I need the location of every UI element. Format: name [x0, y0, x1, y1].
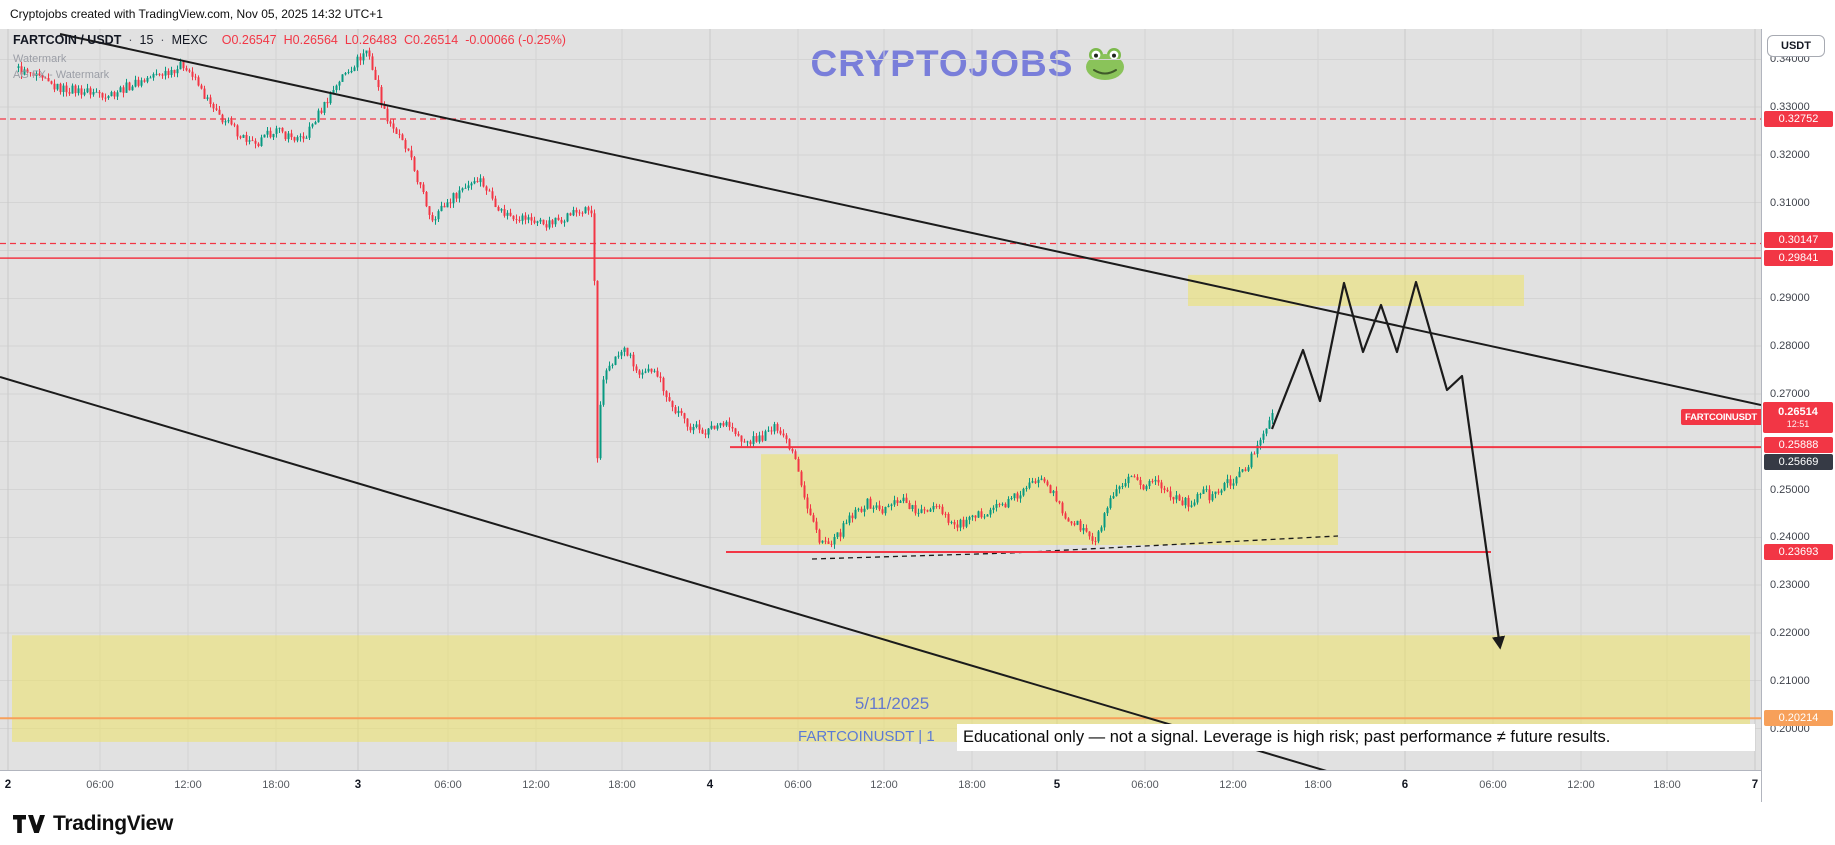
- time-axis-label: 06:00: [784, 779, 812, 791]
- time-axis-label: 18:00: [958, 779, 986, 791]
- legend-ohlc-value: -0.00066 (-0.25%): [465, 33, 566, 47]
- price-scale-label: 0.24000: [1770, 531, 1810, 543]
- time-axis-label: 06:00: [86, 779, 114, 791]
- time-scale[interactable]: 2 06:00 12:00 18:00 3 06:00 12:00 18:00 4 06:00 12…: [0, 770, 1761, 802]
- price-badge: 0.29841: [1764, 250, 1833, 266]
- price-scale-label: 0.28000: [1770, 340, 1810, 352]
- price-badge: 0.25669: [1764, 454, 1833, 470]
- legend-ohlc: O0.26547 H0.26564 L0.26483 C0.26514 -0.00066…: [215, 33, 566, 47]
- chart-plot[interactable]: [0, 29, 1761, 770]
- time-axis-label: 4: [706, 779, 714, 791]
- price-scale-label: 0.22000: [1770, 627, 1810, 639]
- footer-bar: TradingView: [0, 802, 1835, 845]
- price-scale-label: 0.25000: [1770, 484, 1810, 496]
- time-axis-label: 06:00: [434, 779, 462, 791]
- watermark-line-1: Watermark: [13, 53, 67, 65]
- legend-ohlc-value: C0.26514: [404, 33, 459, 47]
- center-watermark: CRYPTOJOBS: [638, 38, 1298, 90]
- projection-path[interactable]: [1270, 280, 1506, 650]
- time-axis-label: 06:00: [1131, 779, 1159, 791]
- attribution-text: Cryptojobs created with TradingView.com,…: [10, 7, 383, 21]
- time-axis-label: 18:00: [1304, 779, 1332, 791]
- currency-toggle-button[interactable]: USDT: [1767, 35, 1825, 57]
- price-badge: 0.23693: [1764, 544, 1833, 560]
- trendline-1[interactable]: [59, 33, 1761, 406]
- price-badge: 0.32752: [1764, 111, 1833, 127]
- time-axis-label: 7: [1751, 779, 1759, 791]
- tradingview-logo-icon[interactable]: [13, 814, 45, 833]
- symbol-caption-clipped[interactable]: FARTCOINUSDT | 1: [798, 728, 935, 745]
- legend-symbol: FARTCOIN / USDT: [13, 33, 122, 47]
- time-axis-label: 06:00: [1479, 779, 1507, 791]
- legend-ohlc-value: O0.26547: [221, 33, 277, 47]
- time-axis-label: 2: [4, 779, 12, 791]
- price-scale-label: 0.29000: [1770, 292, 1810, 304]
- symbol-price-label: FARTCOINUSDT: [1681, 409, 1761, 425]
- time-axis-label: 12:00: [1567, 779, 1595, 791]
- time-axis-label: 12:00: [522, 779, 550, 791]
- current-price-badge: 0.26514 12:51: [1763, 402, 1833, 433]
- frog-emoji-icon: [1086, 48, 1125, 80]
- legend-separator: ·: [160, 33, 165, 47]
- date-annotation[interactable]: 5/11/2025: [854, 694, 930, 713]
- attribution-bar: Cryptojobs created with TradingView.com,…: [0, 0, 1835, 29]
- time-axis-label: 12:00: [870, 779, 898, 791]
- time-axis-label: 18:00: [608, 779, 636, 791]
- time-axis-label: 5: [1053, 779, 1061, 791]
- time-axis-label: 3: [354, 779, 362, 791]
- watermark-title: CRYPTOJOBS: [810, 43, 1074, 84]
- watermark-line-2: AG FX - Watermark: [13, 69, 110, 81]
- time-axis-label: 18:00: [262, 779, 290, 791]
- tradingview-wordmark[interactable]: TradingView: [53, 811, 174, 835]
- supply-zone[interactable]: [1188, 274, 1524, 306]
- legend-separator: ·: [128, 33, 133, 47]
- price-scale-label: 0.20000: [1770, 723, 1810, 735]
- symbol-legend[interactable]: FARTCOIN / USDT · 15 · MEXC O0.26547 H0.2…: [13, 33, 566, 47]
- disclaimer-text-annotation[interactable]: Educational only — not a signal. Leverag…: [957, 724, 1755, 751]
- trendline-2[interactable]: [0, 376, 1330, 770]
- price-scale-label: 0.31000: [1770, 197, 1810, 209]
- time-axis-label: 18:00: [1653, 779, 1681, 791]
- price-badge: 0.20214: [1764, 710, 1833, 726]
- consolidation-zone[interactable]: [761, 454, 1338, 545]
- price-badge: 0.30147: [1764, 232, 1833, 248]
- time-axis-label: 12:00: [174, 779, 202, 791]
- price-scale-label: 0.23000: [1770, 579, 1810, 591]
- price-scale-label: 0.21000: [1770, 675, 1810, 687]
- bar-countdown: 12:51: [1786, 418, 1810, 429]
- legend-ohlc-value: H0.26564: [283, 33, 338, 47]
- trendlines: [0, 33, 1761, 770]
- time-axis-label: 12:00: [1219, 779, 1247, 791]
- current-price-value: 0.26514: [1778, 405, 1818, 418]
- legend-exchange: MEXC: [171, 33, 208, 47]
- legend-ohlc-value: L0.26483: [344, 33, 397, 47]
- candles: [17, 47, 1274, 549]
- price-scale-label: 0.32000: [1770, 149, 1810, 161]
- price-scale-label: 0.33000: [1770, 101, 1810, 113]
- price-badge: 0.25888: [1764, 437, 1833, 453]
- projection: [1270, 280, 1506, 650]
- time-axis-label: 6: [1401, 779, 1409, 791]
- price-scale[interactable]: 0.34000 0.33000 0.32000 0.31000 0.29000 0.280…: [1761, 0, 1835, 802]
- legend-interval: 15: [139, 33, 154, 47]
- price-scale-label: 0.27000: [1770, 388, 1810, 400]
- price-levels: [0, 118, 1761, 720]
